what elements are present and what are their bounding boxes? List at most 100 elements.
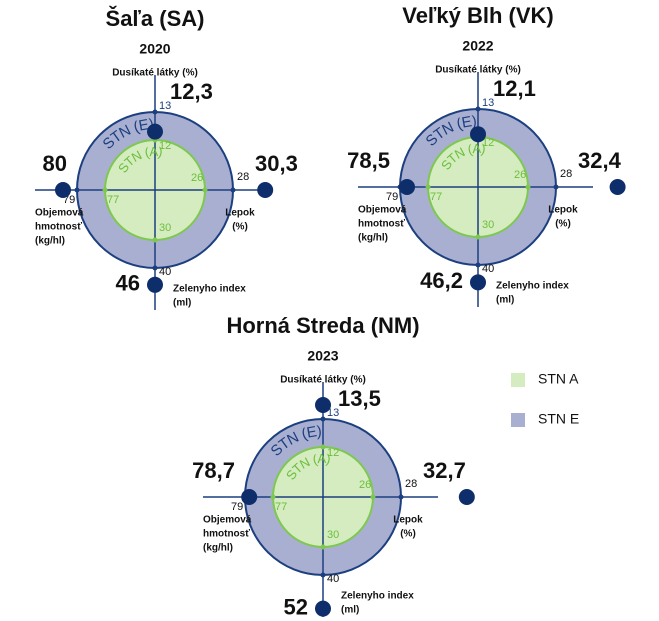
inner-tick-label: 30 <box>482 219 494 231</box>
legend-label: STN A <box>538 371 579 387</box>
value-label: 32,7 <box>423 458 466 483</box>
value-dot <box>147 276 163 293</box>
inner-tick-label: 77 <box>430 191 442 203</box>
value-dot <box>55 182 71 198</box>
inner-tick <box>320 444 326 450</box>
value-dot <box>399 179 415 195</box>
outer-tick <box>152 109 158 115</box>
inner-tick <box>425 184 431 190</box>
value-dot <box>315 397 331 413</box>
outer-tick <box>398 494 404 500</box>
outer-tick-label: 40 <box>159 266 171 278</box>
axis-label: Objemová <box>203 515 252 526</box>
axis-label: hmotnosť <box>35 222 82 233</box>
value-label: 12,3 <box>170 79 213 104</box>
axis-label: Lepok <box>225 208 255 219</box>
outer-tick <box>553 184 559 190</box>
axis-label: Zelenyho index <box>341 591 414 602</box>
value-dot <box>470 274 486 291</box>
value-label: 78,5 <box>347 148 390 173</box>
chart-title: Veľký Blh (VK) <box>402 3 554 28</box>
legend-label: STN E <box>538 411 579 427</box>
inner-tick-label: 26 <box>514 169 526 181</box>
inner-tick <box>202 187 208 193</box>
value-label: 30,3 <box>255 151 298 176</box>
chart-title: Šaľa (SA) <box>106 6 205 31</box>
outer-tick-label: 28 <box>560 168 572 180</box>
axis-label: Objemová <box>35 208 84 219</box>
axis-label: (%) <box>232 222 248 233</box>
inner-tick <box>152 237 158 243</box>
outer-tick-label: 13 <box>482 97 494 109</box>
value-dot <box>609 179 626 195</box>
value-label: 46 <box>116 271 140 296</box>
axis-label: (ml) <box>496 295 514 306</box>
value-dot <box>257 182 274 198</box>
outer-tick-label: 28 <box>237 171 249 183</box>
inner-tick <box>270 494 276 500</box>
value-dot <box>147 123 163 140</box>
value-label: 32,4 <box>578 148 622 173</box>
outer-tick <box>475 262 481 268</box>
outer-tick-label: 13 <box>159 100 171 112</box>
axis-label: Lepok <box>393 515 423 526</box>
axis-label: (ml) <box>173 298 191 309</box>
inner-tick-label: 30 <box>327 529 339 541</box>
inner-tick-label: 26 <box>359 479 371 491</box>
axis-label: Zelenyho index <box>496 281 569 292</box>
axis-label: (ml) <box>341 605 359 616</box>
value-dot <box>458 489 475 505</box>
axis-label: Objemová <box>358 205 407 216</box>
inner-tick <box>320 544 326 550</box>
value-label: 13,5 <box>338 386 381 411</box>
axis-label: Dusíkaté látky (%) <box>112 68 198 79</box>
inner-tick-label: 26 <box>191 172 203 184</box>
inner-tick <box>370 494 376 500</box>
inner-tick <box>525 184 531 190</box>
inner-tick-label: 12 <box>327 447 339 459</box>
inner-tick <box>102 187 108 193</box>
outer-tick-label: 79 <box>231 501 243 513</box>
outer-tick-label: 79 <box>386 191 398 203</box>
inner-tick-label: 30 <box>159 222 171 234</box>
outer-tick-label: 28 <box>405 478 417 490</box>
outer-tick-label: 40 <box>482 263 494 275</box>
chart-subtitle: 2022 <box>462 38 493 54</box>
value-label: 80 <box>43 151 67 176</box>
value-label: 52 <box>284 594 308 619</box>
axis-label: Lepok <box>548 205 578 216</box>
value-label: 46,2 <box>420 268 463 293</box>
outer-tick-label: 40 <box>327 573 339 585</box>
outer-tick <box>74 187 80 193</box>
axis-label: (kg/hl) <box>35 236 65 247</box>
outer-tick-label: 13 <box>327 407 339 419</box>
axis-label: Dusíkaté látky (%) <box>280 375 366 386</box>
outer-tick <box>320 572 326 578</box>
value-dot <box>241 489 258 505</box>
axis-label: hmotnosť <box>358 219 405 230</box>
outer-tick <box>320 416 326 422</box>
chart-subtitle: 2020 <box>139 41 170 57</box>
axis-label: hmotnosť <box>203 529 250 540</box>
axis-label: (%) <box>400 529 416 540</box>
outer-tick <box>230 187 236 193</box>
value-label: 78,7 <box>192 458 235 483</box>
legend-swatch <box>511 373 525 387</box>
inner-tick-label: 77 <box>107 194 119 206</box>
chart-subtitle: 2023 <box>307 348 338 364</box>
value-dot <box>315 600 331 617</box>
value-dot <box>470 126 486 143</box>
inner-tick-label: 77 <box>275 501 287 513</box>
axis-label: (%) <box>555 219 571 230</box>
inner-tick <box>475 234 481 240</box>
outer-tick <box>475 106 481 112</box>
axis-label: (kg/hl) <box>358 233 388 244</box>
inner-tick-label: 12 <box>159 140 171 152</box>
axis-label: Zelenyho index <box>173 284 246 295</box>
value-label: 12,1 <box>493 76 536 101</box>
axis-label: (kg/hl) <box>203 543 233 554</box>
inner-tick-label: 12 <box>482 137 494 149</box>
axis-label: Dusíkaté látky (%) <box>435 65 521 76</box>
